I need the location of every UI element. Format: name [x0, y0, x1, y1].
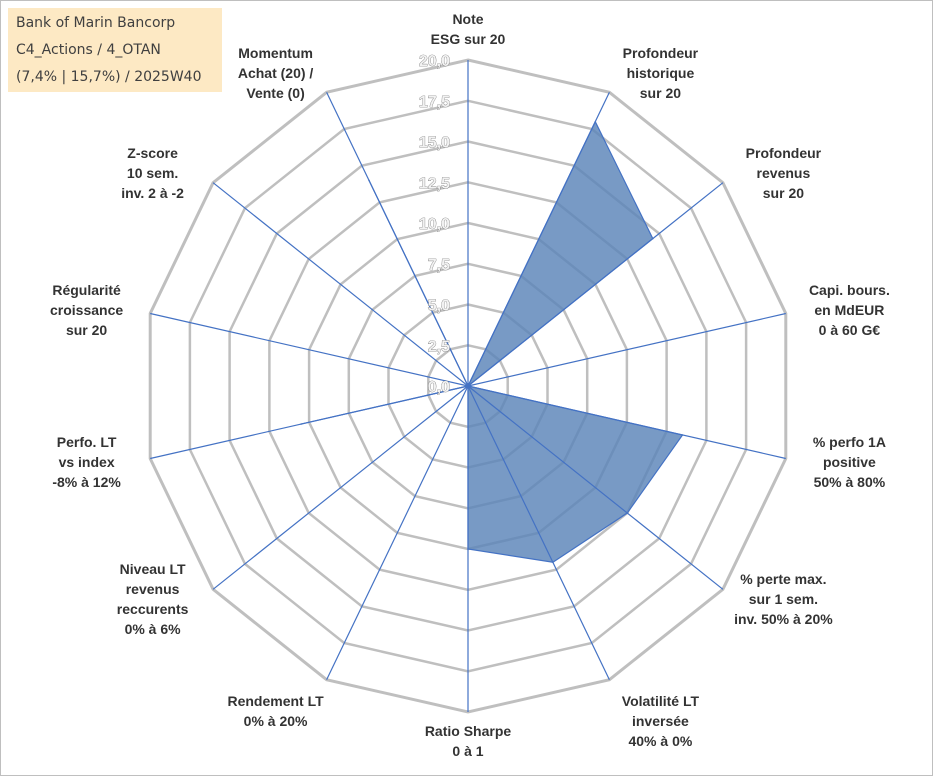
- axis-label: Note ESG sur 20: [431, 11, 506, 47]
- tick-label: 0,0: [428, 379, 450, 396]
- axis-label-line: 10 sem.: [127, 165, 178, 181]
- axis-label-line: inv. 2 à -2: [121, 185, 184, 201]
- axis-spoke: [467, 182, 724, 387]
- axis-label-line: Capi. bours.: [809, 282, 890, 298]
- axis-label-line: sur 20: [66, 322, 107, 338]
- axis-label-line: 0 à 60 G€: [819, 322, 881, 338]
- axis-label: % perfo 1A positive 50% à 80%: [813, 434, 886, 490]
- axis-label-line: vs index: [59, 454, 115, 470]
- axis-label-line: 40% à 0%: [628, 733, 692, 749]
- axis-label-line: % perte max.: [740, 571, 826, 587]
- axis-label-line: 0% à 6%: [125, 621, 182, 637]
- axis-label: Rendement LT 0% à 20%: [227, 693, 324, 729]
- axis-label: % perte max. sur 1 sem. inv. 50% à 20%: [734, 571, 833, 627]
- axis-label-line: Momentum: [238, 45, 313, 61]
- axis-label-line: Niveau LT: [120, 561, 186, 577]
- tick-label: 7,5: [428, 257, 450, 274]
- axis-label: Régularité croissance sur 20: [50, 282, 123, 338]
- tick-label: 17,5: [419, 94, 450, 111]
- axis-spoke: [326, 385, 469, 680]
- axis-spoke: [150, 385, 469, 460]
- axis-label-line: Rendement LT: [227, 693, 324, 709]
- chart-title-box: Bank of Marin Bancorp C4_Actions / 4_OTA…: [8, 8, 222, 92]
- axis-label: Niveau LT revenus reccurents 0% à 6%: [117, 561, 189, 637]
- axis-spoke: [467, 312, 786, 387]
- axis-spoke: [212, 385, 469, 590]
- axis-label: Capi. bours. en MdEUR 0 à 60 G€: [809, 282, 890, 338]
- axis-label-line: 0 à 1: [452, 743, 483, 759]
- axis-label-line: % perfo 1A: [813, 434, 886, 450]
- axis-label-line: historique: [627, 65, 695, 81]
- axis-label-line: sur 20: [763, 185, 804, 201]
- axis-label: Volatilité LT inversée 40% à 0%: [622, 693, 700, 749]
- axis-label-line: Z-score: [127, 145, 178, 161]
- axis-label: Perfo. LT vs index -8% à 12%: [52, 434, 121, 490]
- axis-label: Profondeur historique sur 20: [623, 45, 699, 101]
- axis-spoke: [467, 92, 610, 387]
- axis-label-line: sur 20: [640, 85, 681, 101]
- axis-label-line: 0% à 20%: [244, 713, 308, 729]
- radar-tick-labels: 0,0 2,5 5,0 7,5 10,0 12,5 15,0 17,5 20,0: [419, 53, 451, 397]
- axis-label-line: Volatilité LT: [622, 693, 700, 709]
- axis-label-line: inv. 50% à 20%: [734, 611, 833, 627]
- axis-spoke: [212, 182, 469, 387]
- tick-label: 12,5: [419, 175, 450, 192]
- axis-label-line: Profondeur: [623, 45, 699, 61]
- axis-label-line: Achat (20) /: [238, 65, 314, 81]
- radar-axis-labels: Note ESG sur 20 Profondeur historique sur 20…: [50, 11, 890, 759]
- axis-label-line: 50% à 80%: [814, 474, 886, 490]
- axis-label: Ratio Sharpe 0 à 1: [425, 723, 512, 759]
- axis-label-line: Vente (0): [246, 85, 304, 101]
- axis-label: Z-score 10 sem. inv. 2 à -2: [121, 145, 184, 201]
- axis-label-line: inversée: [632, 713, 689, 729]
- title-company: Bank of Marin Bancorp: [16, 15, 176, 31]
- tick-label: 20,0: [419, 53, 450, 70]
- axis-label-line: croissance: [50, 302, 123, 318]
- axis-spoke: [326, 92, 469, 387]
- tick-label: 2,5: [428, 338, 450, 355]
- axis-label-line: Ratio Sharpe: [425, 723, 512, 739]
- axis-label-line: positive: [823, 454, 876, 470]
- title-period: (7,4% | 15,7%) / 2025W40: [16, 69, 202, 85]
- axis-spoke: [467, 385, 610, 680]
- axis-spoke: [467, 385, 724, 590]
- axis-label-line: revenus: [757, 165, 811, 181]
- tick-label: 5,0: [428, 298, 450, 315]
- axis-label-line: -8% à 12%: [52, 474, 121, 490]
- axis-label-line: revenus: [126, 581, 180, 597]
- title-category: C4_Actions / 4_OTAN: [16, 42, 161, 58]
- radar-spokes: [150, 60, 786, 712]
- axis-label-line: sur 1 sem.: [749, 591, 818, 607]
- axis-label-line: Perfo. LT: [57, 434, 117, 450]
- axis-label-line: en MdEUR: [814, 302, 884, 318]
- tick-label: 15,0: [419, 135, 450, 152]
- axis-label-line: reccurents: [117, 601, 189, 617]
- axis-label-line: Note: [452, 11, 483, 27]
- axis-spoke: [467, 385, 786, 460]
- axis-label-line: Régularité: [52, 282, 121, 298]
- tick-label: 10,0: [419, 216, 450, 233]
- axis-label-line: ESG sur 20: [431, 31, 506, 47]
- axis-label: Profondeur revenus sur 20: [746, 145, 822, 201]
- axis-label: Momentum Achat (20) / Vente (0): [238, 45, 314, 101]
- axis-label-line: Profondeur: [746, 145, 822, 161]
- axis-spoke: [150, 312, 469, 387]
